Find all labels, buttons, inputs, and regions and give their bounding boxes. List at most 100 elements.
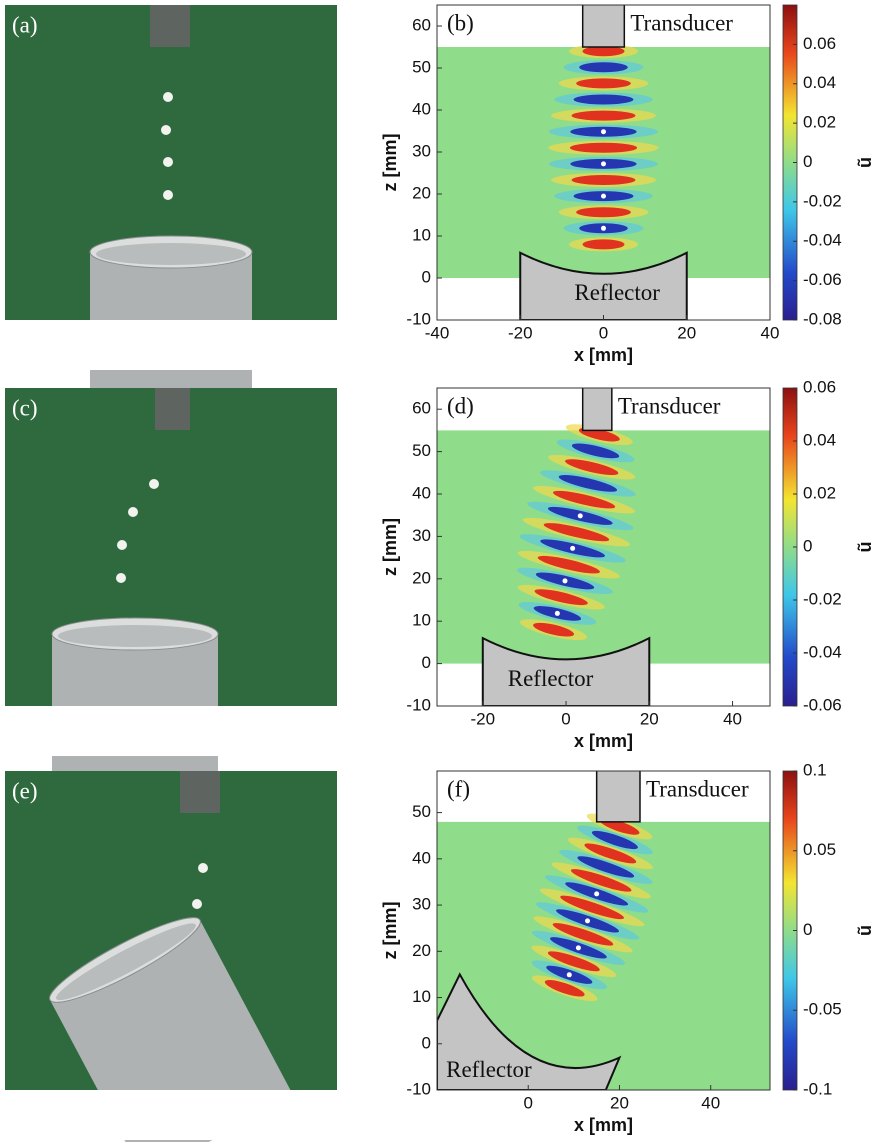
y-tick-label: 10 [412, 611, 431, 630]
can-inner [58, 625, 212, 647]
colorbar-tick-label: 0 [803, 920, 812, 939]
plot-label: (f) [447, 776, 470, 801]
y-tick-label: 50 [412, 441, 431, 460]
transducer-label: Transducer [646, 776, 749, 801]
wave-band [574, 95, 634, 105]
photo-clip [0, 706, 340, 756]
particle-dot [601, 161, 606, 166]
y-tick-label: 40 [412, 483, 431, 502]
y-axis-label: z [mm] [380, 134, 400, 192]
colorbar-tick-label: 0 [803, 152, 812, 171]
particle-dot [570, 546, 575, 551]
plot-area [437, 769, 770, 1090]
particle-dot [578, 513, 583, 518]
colorbar-tick-label: 0.04 [803, 430, 836, 449]
y-tick-label: 20 [412, 941, 431, 960]
x-tick-label: -20 [470, 709, 495, 728]
particle-dot [601, 129, 606, 134]
y-tick-label: 40 [412, 99, 431, 118]
plot-area [437, 3, 770, 320]
particle [161, 125, 171, 135]
particle [116, 573, 126, 583]
photo-clip [0, 1090, 340, 1140]
y-tick-label: 0 [422, 1033, 431, 1052]
x-tick-label: -20 [508, 323, 533, 342]
photo-rod [155, 388, 190, 430]
particle [128, 507, 138, 517]
photo-rod [180, 771, 220, 813]
colorbar-label: ũ [855, 925, 875, 936]
transducer-label: Transducer [618, 393, 721, 418]
particle [163, 92, 173, 102]
particle [117, 540, 127, 550]
transducer-label: Transducer [630, 10, 733, 35]
panel: (c)TransducerReflector(d)-2002040-100102… [0, 377, 875, 834]
y-tick-label: 20 [412, 568, 431, 587]
wave-band [576, 207, 631, 217]
wave-band [572, 175, 636, 185]
colorbar-tick-label: 0.05 [803, 840, 836, 859]
figure: (a)TransducerReflector(b)-40-2002040-100… [0, 0, 880, 1142]
colorbar-tick-label: -0.08 [803, 309, 842, 328]
colorbar-tick-label: 0.1 [803, 760, 827, 779]
x-tick-label: 0 [523, 1093, 532, 1112]
reflector-label: Reflector [446, 1057, 532, 1082]
transducer [583, 3, 625, 47]
y-tick-label: 0 [422, 653, 431, 672]
x-tick-label: 40 [701, 1093, 720, 1112]
wave-band [570, 143, 637, 153]
wave-band [579, 62, 628, 72]
particle [163, 190, 173, 200]
colorbar-label: ũ [855, 157, 875, 168]
y-tick-label: 40 [412, 848, 431, 867]
panel: (e)TransducerReflector(f)02040-100102030… [0, 760, 875, 1142]
x-tick-label: 20 [610, 1093, 629, 1112]
reflector-label: Reflector [508, 666, 594, 691]
transducer [583, 386, 612, 430]
colorbar-tick-label: -0.02 [803, 589, 842, 608]
colorbar-tick-label: 0.06 [803, 34, 836, 53]
y-tick-label: 50 [412, 802, 431, 821]
particle [149, 479, 159, 489]
y-axis-label: z [mm] [380, 518, 400, 576]
y-tick-label: 30 [412, 895, 431, 914]
wave-band [583, 239, 625, 249]
colorbar-tick-label: -0.06 [803, 695, 842, 714]
photo-label: (c) [12, 395, 38, 420]
particle [192, 899, 202, 909]
colorbar-tick-label: -0.06 [803, 270, 842, 289]
y-tick-label: 60 [412, 399, 431, 418]
particle-dot [594, 891, 599, 896]
particle [163, 157, 173, 167]
wave-band [572, 111, 636, 121]
y-tick-label: -10 [406, 695, 431, 714]
y-tick-label: 0 [422, 267, 431, 286]
particle-dot [562, 578, 567, 583]
y-tick-label: 50 [412, 57, 431, 76]
transducer [597, 769, 640, 822]
x-axis-label: x [mm] [574, 1115, 633, 1135]
colorbar-tick-label: 0.02 [803, 113, 836, 132]
x-tick-label: 20 [640, 709, 659, 728]
y-tick-label: 10 [412, 225, 431, 244]
colorbar-tick-label: 0.06 [803, 377, 836, 396]
x-tick-label: 20 [677, 323, 696, 342]
colorbar-tick-label: -0.04 [803, 642, 842, 661]
colorbar-tick-label: -0.02 [803, 191, 842, 210]
particle-dot [576, 945, 581, 950]
x-axis-label: x [mm] [574, 731, 633, 751]
colorbar-label: ũ [855, 542, 875, 553]
particle-dot [585, 918, 590, 923]
y-tick-label: -10 [406, 1079, 431, 1098]
y-tick-label: 30 [412, 141, 431, 160]
x-tick-label: 40 [723, 709, 742, 728]
y-tick-label: -10 [406, 309, 431, 328]
photo-label: (e) [12, 778, 38, 803]
colorbar-tick-label: 0.04 [803, 73, 836, 92]
colorbar-tick-label: -0.04 [803, 231, 842, 250]
plot-label: (d) [447, 393, 474, 418]
plot-label: (b) [447, 10, 474, 35]
y-axis-label: z [mm] [380, 902, 400, 960]
wave-band [576, 78, 631, 88]
reflector-label: Reflector [574, 280, 660, 305]
